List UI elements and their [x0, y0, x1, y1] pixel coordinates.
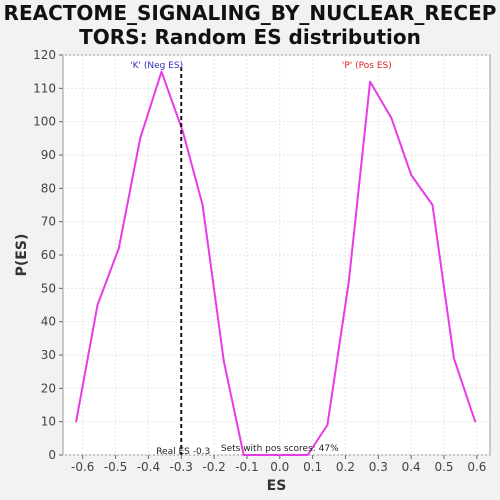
es-distribution-point: [264, 454, 266, 456]
chart-title: REACTOME_SIGNALING_BY_NUCLEAR_RECEP TORS…: [0, 0, 500, 49]
y-tick-label: 80: [41, 181, 56, 195]
sets-pos-scores-note: Sets with pos scores: 47%: [221, 444, 339, 454]
es-distribution-point: [431, 204, 434, 206]
y-tick-label: 70: [41, 215, 56, 229]
es-distribution-point: [285, 454, 288, 456]
y-axis-title: P(ES): [14, 234, 30, 277]
x-tick-label: 0.4: [402, 460, 421, 474]
es-distribution-point: [326, 424, 329, 426]
es-distribution-point: [474, 420, 477, 423]
y-tick-label: 20: [41, 381, 56, 395]
es-distribution-point: [242, 454, 245, 456]
y-tick-label: 0: [48, 448, 56, 462]
es-distribution-point: [160, 70, 163, 73]
es-distribution-point: [390, 117, 393, 120]
y-tick-label: 110: [33, 81, 56, 95]
es-distribution-point: [347, 280, 350, 283]
x-tick-label: -0.2: [202, 460, 225, 474]
es-distribution-point: [201, 204, 204, 206]
pos-es-label: 'P' (Pos ES): [342, 61, 392, 71]
neg-es-label: 'K' (Neg ES): [130, 61, 183, 71]
es-distribution-point: [139, 137, 142, 140]
x-axis-title: ES: [267, 478, 287, 494]
es-distribution-point: [306, 454, 309, 456]
axis-ticks: -0.6 -0.5 -0.4 -0.3 -0.2 -0.1 0.0 0.1 0.2 0.3 0.4 0…: [33, 48, 486, 474]
x-tick-label: -0.1: [235, 460, 258, 474]
x-tick-label: -0.4: [137, 460, 160, 474]
y-tick-label: 90: [41, 148, 56, 162]
es-distribution-point: [452, 357, 455, 360]
y-tick-label: 50: [41, 281, 56, 295]
es-distribution-point: [117, 247, 120, 250]
x-tick-label: 0.0: [270, 460, 289, 474]
real-es-label: Real ES -0.3: [156, 447, 210, 457]
es-distribution-point: [223, 360, 225, 363]
x-tick-label: -0.6: [71, 460, 94, 474]
x-tick-label: -0.5: [104, 460, 127, 474]
series-layer: [75, 70, 477, 456]
x-tick-label: -0.3: [170, 460, 193, 474]
y-tick-label: 60: [41, 248, 56, 262]
y-tick-label: 40: [41, 315, 56, 329]
x-tick-label: 0.3: [369, 460, 388, 474]
y-tick-label: 30: [41, 348, 56, 362]
chart-title-line-2: TORS: Random ES distribution: [79, 25, 421, 49]
chart-title-line-1: REACTOME_SIGNALING_BY_NUCLEAR_RECEP: [3, 1, 497, 25]
es-distribution-line: [75, 70, 477, 456]
y-tick-label: 120: [33, 48, 56, 62]
es-distribution-point: [75, 420, 78, 423]
es-distribution-point: [181, 130, 184, 133]
x-tick-label: 0.5: [434, 460, 453, 474]
x-tick-label: 0.2: [336, 460, 355, 474]
es-distribution-point: [369, 80, 372, 83]
y-tick-label: 100: [33, 115, 56, 129]
es-distribution-point: [96, 304, 99, 306]
x-tick-label: 0.1: [303, 460, 322, 474]
x-tick-label: 0.6: [467, 460, 486, 474]
y-tick-label: 10: [41, 415, 56, 429]
es-distribution-point: [410, 174, 413, 176]
